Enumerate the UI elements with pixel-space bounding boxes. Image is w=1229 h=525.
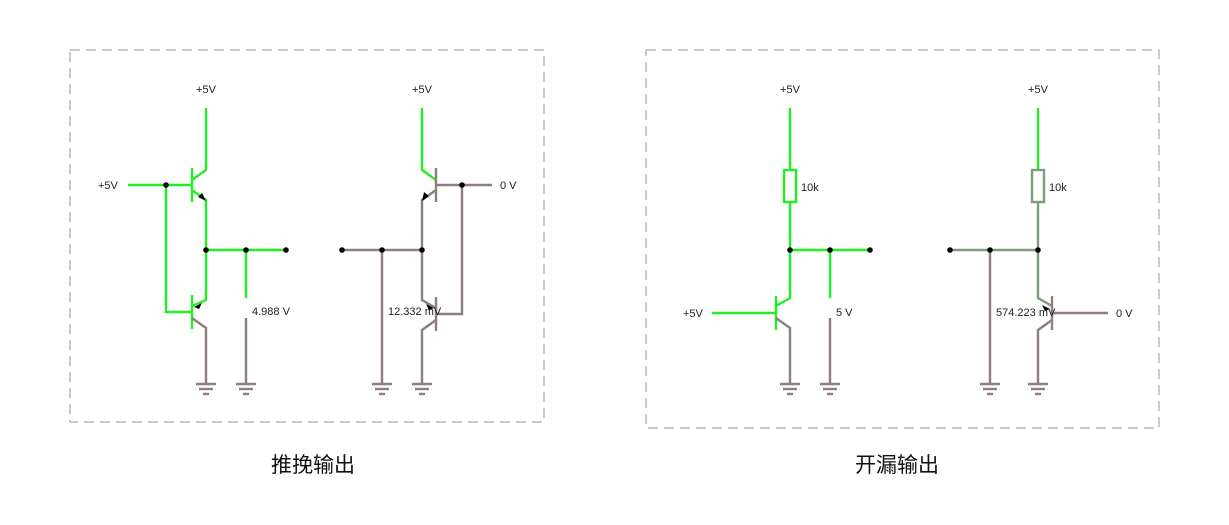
wire-lower-emitter (420, 250, 437, 310)
wire-resistor-to-collector (775, 202, 792, 308)
open-drain-left-input-label: +5V (683, 308, 704, 320)
junction-dot (459, 182, 465, 188)
junction-dot (787, 247, 793, 253)
wire-emitter (1036, 319, 1053, 384)
push-pull-frame (69, 49, 545, 423)
push-pull-caption: 推挽输出 (271, 453, 355, 477)
push-pull-left-stage: +5V +5V (98, 84, 291, 396)
junction-dot (827, 247, 833, 253)
junction-dot (987, 247, 993, 253)
open-drain-left-resistor-label: 10k (801, 182, 819, 194)
push-pull-left-supply-label: +5V (196, 84, 217, 96)
pullup-resistor (1030, 168, 1046, 204)
wire-supply-to-upper-collector (191, 108, 208, 181)
emitter-arrow (426, 304, 434, 310)
wire-upper-emitter (191, 189, 208, 250)
open-drain-right-supply-label: +5V (1028, 84, 1049, 96)
ground-symbol (980, 382, 1000, 396)
output-terminal (339, 247, 345, 253)
wire-upper-emitter (420, 189, 437, 250)
ground-symbol (236, 382, 256, 396)
wire-lower-collector (191, 317, 208, 384)
open-drain-caption: 开漏输出 (855, 453, 939, 477)
emitter-arrow (194, 303, 202, 309)
junction-dot (379, 247, 385, 253)
junction-dot (419, 247, 425, 253)
emitter-arrow (422, 192, 429, 201)
open-drain-left-voltage: 5 V (836, 307, 853, 319)
junction-dot (1035, 247, 1041, 253)
open-drain-right-stage: +5V 10k 0 V 574.223 mV (947, 84, 1133, 396)
open-drain-left-stage: +5V 10k +5V 5 V (683, 84, 873, 396)
wire-input-to-lower-base (164, 185, 192, 314)
open-drain-right-voltage: 574.223 mV (996, 307, 1056, 319)
wire-emitter (775, 317, 792, 384)
pullup-resistor (782, 168, 798, 204)
ground-symbol (412, 382, 432, 396)
junction-dot (243, 247, 249, 253)
push-pull-right-stage: +5V 0 V 12.332 mV (339, 84, 517, 396)
open-drain-frame (645, 49, 1160, 429)
output-terminal (867, 247, 873, 253)
push-pull-left-input-label: +5V (98, 180, 119, 192)
open-drain-left-supply-label: +5V (780, 84, 801, 96)
ground-symbol (820, 382, 840, 396)
push-pull-panel: +5V +5V (69, 49, 545, 477)
ground-symbol (196, 382, 216, 396)
push-pull-right-supply-label: +5V (412, 84, 433, 96)
output-terminal (283, 247, 289, 253)
wire-input-to-lower-base (436, 185, 464, 316)
wire-lower-collector (420, 319, 437, 384)
emitter-arrow (198, 193, 206, 201)
wire-resistor-to-collector (1036, 202, 1053, 308)
push-pull-left-voltage: 4.988 V (252, 306, 291, 318)
open-drain-right-input-label: 0 V (1116, 308, 1133, 320)
ground-symbol (1028, 382, 1048, 396)
open-drain-panel: +5V 10k +5V 5 V +5V (645, 49, 1160, 477)
push-pull-right-input-label: 0 V (500, 180, 517, 192)
open-drain-right-resistor-label: 10k (1049, 182, 1067, 194)
output-terminal (947, 247, 953, 253)
wire-lower-emitter (191, 250, 208, 308)
collector-arrow (1042, 305, 1050, 311)
junction-dot (203, 247, 209, 253)
push-pull-right-voltage: 12.332 mV (388, 306, 442, 318)
ground-symbol (780, 382, 800, 396)
wire-supply-to-upper-collector (420, 108, 437, 181)
junction-dot (163, 182, 169, 188)
ground-symbol (372, 382, 392, 396)
